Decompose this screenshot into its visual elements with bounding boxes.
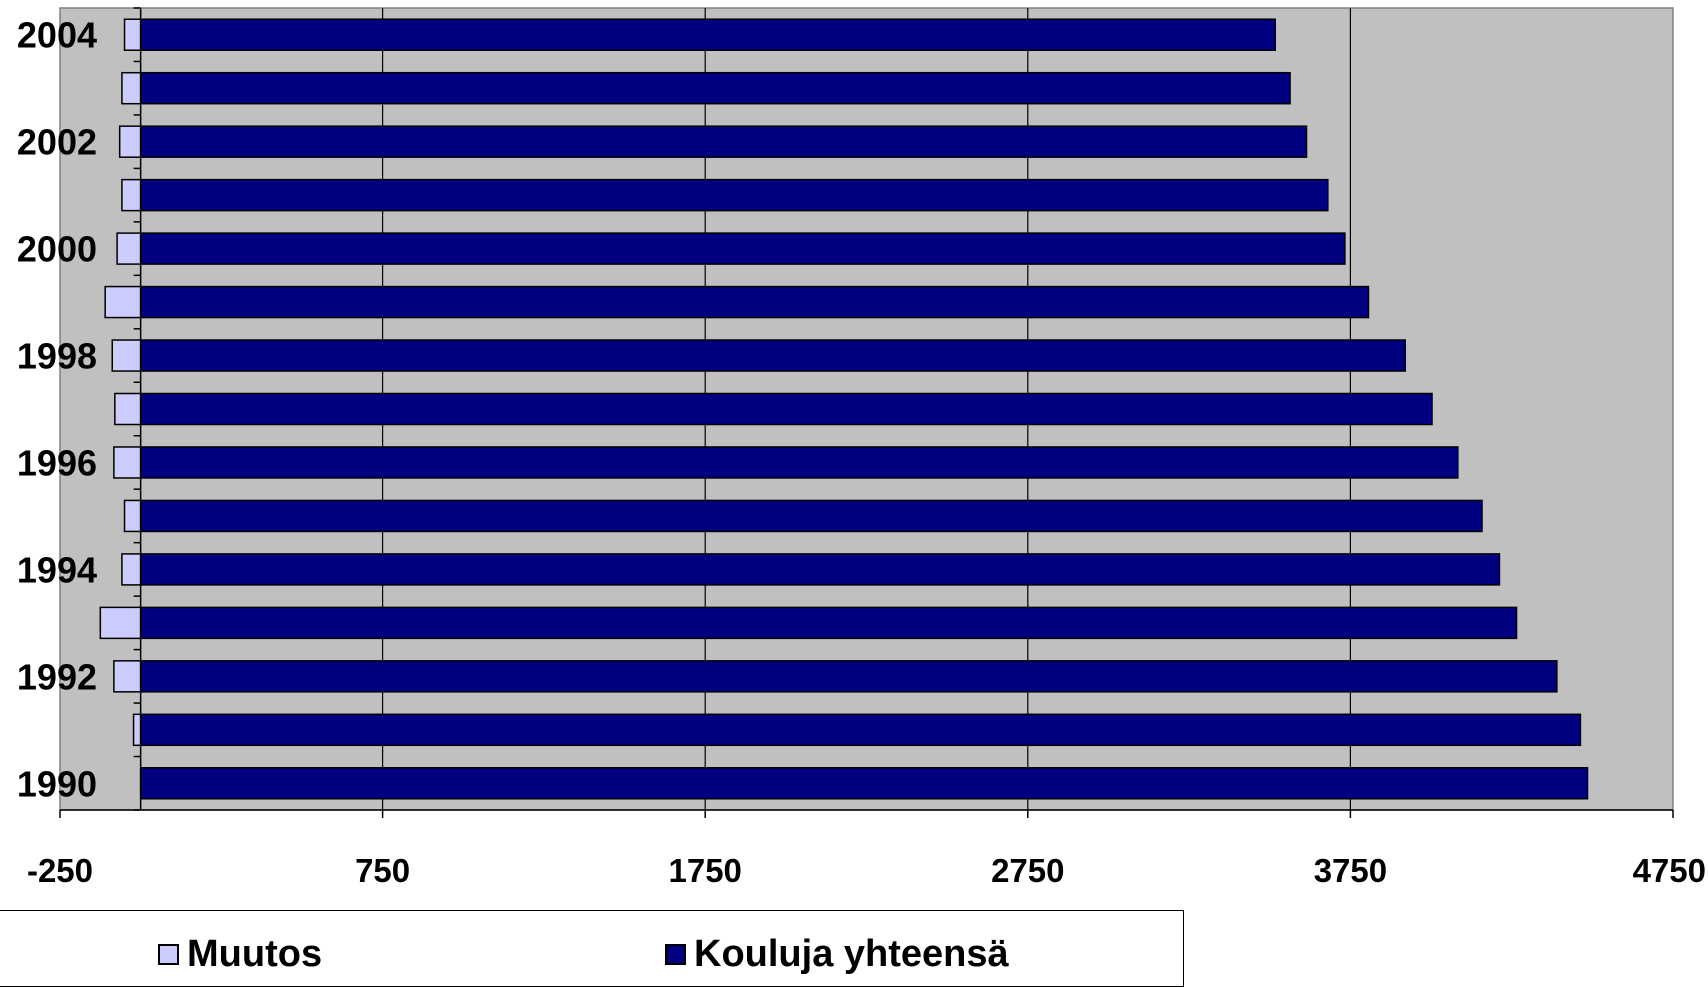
category-label-1994: 1994 <box>17 549 97 590</box>
value-tick-label-4: 3750 <box>1314 852 1387 889</box>
bar-muutos-2000 <box>116 232 142 265</box>
bar-kouluja-yhteensa-1994 <box>139 553 1501 586</box>
bar-muutos-1992 <box>113 660 142 693</box>
bar-muutos-1995 <box>123 499 142 533</box>
bar-kouluja-yhteensa-1999 <box>139 285 1370 319</box>
category-label-2002: 2002 <box>17 122 97 163</box>
legend-label-muutos: Muutos <box>187 933 323 975</box>
bar-muutos-1998 <box>111 339 142 372</box>
category-label-1992: 1992 <box>17 656 97 697</box>
value-tick-label-3: 2750 <box>991 852 1064 889</box>
bar-kouluja-yhteensa-2001 <box>139 178 1329 212</box>
legend-item-muutos: Muutos <box>158 933 322 976</box>
category-label-1990: 1990 <box>17 763 97 804</box>
bar-kouluja-yhteensa-1998 <box>139 339 1406 372</box>
bar-kouluja-yhteensa-2002 <box>139 125 1308 158</box>
bar-kouluja-yhteensa-1993 <box>139 606 1518 640</box>
bar-muutos-1993 <box>99 606 142 640</box>
bar-muutos-1994 <box>121 553 142 586</box>
legend: Muutos Kouluja yhteensä <box>0 910 1184 987</box>
value-tick-label-5: 4750 <box>1633 852 1706 889</box>
legend-swatch-kouluja-yhteensa <box>665 944 686 965</box>
bar-kouluja-yhteensa-1992 <box>139 660 1558 693</box>
value-tick-label-2: 1750 <box>668 852 741 889</box>
category-label-2004: 2004 <box>17 15 97 56</box>
bar-kouluja-yhteensa-2004 <box>139 18 1276 51</box>
bar-muutos-2004 <box>123 18 142 51</box>
bar-kouluja-yhteensa-2000 <box>139 232 1346 265</box>
bar-muutos-2003 <box>121 71 142 105</box>
legend-swatch-muutos <box>158 944 179 965</box>
value-tick-label-1: 750 <box>355 852 410 889</box>
category-label-1996: 1996 <box>17 442 97 483</box>
legend-label-kouluja-yhteensa: Kouluja yhteensä <box>694 933 1009 975</box>
bar-muutos-1991 <box>132 713 142 747</box>
bar-kouluja-yhteensa-1991 <box>139 713 1582 747</box>
bar-muutos-1999 <box>104 285 142 319</box>
bar-muutos-1997 <box>114 392 142 426</box>
value-tick-label-0: -250 <box>27 852 93 889</box>
bar-chart: 1990 1992 1994 1996 1998 2000 2002 2004 -250 750 1… <box>17 7 1706 889</box>
bar-kouluja-yhteensa-1997 <box>139 392 1433 426</box>
bar-muutos-2002 <box>118 125 142 158</box>
category-label-1998: 1998 <box>17 336 97 377</box>
bar-kouluja-yhteensa-1996 <box>139 446 1459 479</box>
bar-kouluja-yhteensa-1995 <box>139 499 1483 533</box>
legend-item-kouluja-yhteensa: Kouluja yhteensä <box>665 933 1009 976</box>
bar-kouluja-yhteensa-2003 <box>139 71 1291 105</box>
bar-muutos-2001 <box>121 178 142 212</box>
bar-kouluja-yhteensa-1990 <box>139 767 1589 800</box>
category-label-2000: 2000 <box>17 229 97 270</box>
bar-muutos-1996 <box>113 446 142 479</box>
